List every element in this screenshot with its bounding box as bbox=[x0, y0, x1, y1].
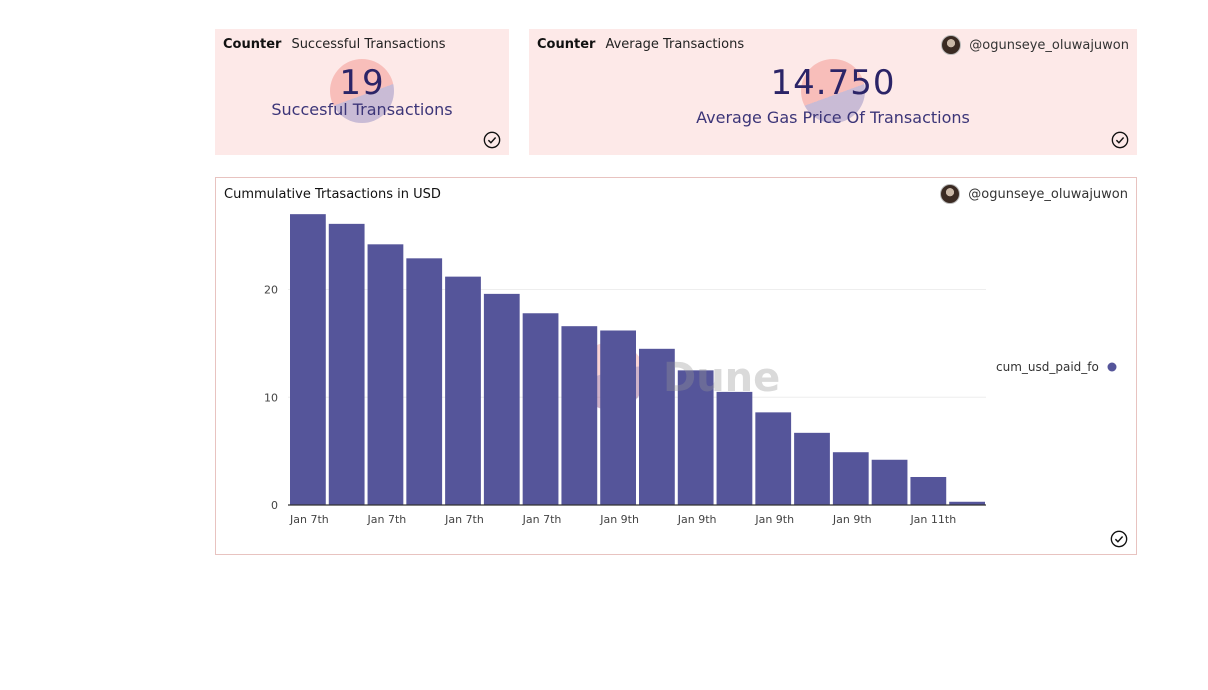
card-header: Counter Average Transactions bbox=[537, 37, 744, 52]
legend-label[interactable]: cum_usd_paid_fo bbox=[996, 360, 1099, 374]
card-header: Counter Successful Transactions bbox=[223, 37, 445, 52]
author-name: @ogunseye_oluwajuwon bbox=[969, 37, 1129, 53]
counter-card-average: Counter Average Transactions @ogunseye_o… bbox=[529, 29, 1137, 155]
bar[interactable] bbox=[522, 313, 559, 505]
axes: 0 10 20 Jan 7th Jan 7th Jan 7th Jan 7th Jan 9th… bbox=[264, 284, 986, 526]
bar[interactable] bbox=[483, 293, 520, 505]
counter-label: Succesful Transactions bbox=[271, 100, 453, 119]
x-tick-label: Jan 9th bbox=[677, 513, 717, 526]
x-tick-label: Jan 7th bbox=[444, 513, 484, 526]
bar[interactable] bbox=[910, 476, 947, 505]
bar[interactable] bbox=[677, 370, 714, 505]
legend[interactable]: cum_usd_paid_fo bbox=[996, 360, 1117, 374]
bar[interactable] bbox=[794, 432, 830, 505]
check-circle-icon[interactable] bbox=[1111, 131, 1129, 149]
bar[interactable] bbox=[328, 223, 365, 505]
card-title[interactable]: Successful Transactions bbox=[291, 37, 446, 52]
dune-watermark-icon bbox=[801, 59, 865, 123]
x-tick-label: Jan 9th bbox=[599, 513, 639, 526]
counter-card-successful: Counter Successful Transactions 19 Succe… bbox=[215, 29, 509, 155]
card-type-label: Counter bbox=[223, 37, 282, 52]
bar[interactable] bbox=[755, 412, 792, 505]
x-tick-label: Jan 11th bbox=[909, 513, 956, 526]
y-tick-label: 0 bbox=[271, 499, 278, 512]
bar[interactable] bbox=[949, 501, 985, 505]
avatar bbox=[940, 184, 961, 204]
author-link[interactable]: @ogunseye_oluwajuwon bbox=[941, 35, 1129, 55]
bar-chart: Dune 0 10 20 Jan 7th Jan 7th Jan 7th Jan 7th Ja… bbox=[264, 214, 1117, 526]
bar-series: Dune bbox=[290, 214, 985, 505]
bar[interactable] bbox=[871, 459, 908, 505]
author-link[interactable]: @ogunseye_oluwajuwon bbox=[940, 184, 1128, 204]
bar[interactable] bbox=[832, 452, 869, 505]
dune-watermark-icon bbox=[330, 59, 394, 123]
author-name: @ogunseye_oluwajuwon bbox=[968, 186, 1128, 202]
bar[interactable] bbox=[290, 214, 326, 505]
bar[interactable] bbox=[600, 330, 636, 505]
check-circle-icon[interactable] bbox=[483, 131, 501, 149]
chart-title[interactable]: Cummulative Trtasactions in USD bbox=[224, 187, 441, 202]
y-tick-label: 10 bbox=[264, 391, 278, 404]
counter-label: Average Gas Price Of Transactions bbox=[696, 108, 970, 127]
bar[interactable] bbox=[445, 276, 481, 505]
card-title[interactable]: Average Transactions bbox=[605, 37, 745, 52]
chart-card: Cummulative Trtasactions in USD @ogunsey… bbox=[215, 177, 1137, 555]
bar[interactable] bbox=[367, 244, 404, 505]
x-tick-label: Jan 7th bbox=[522, 513, 562, 526]
check-circle-icon[interactable] bbox=[1110, 530, 1128, 548]
avatar bbox=[941, 35, 962, 55]
x-tick-label: Jan 7th bbox=[367, 513, 407, 526]
x-tick-label: Jan 7th bbox=[289, 513, 329, 526]
bar[interactable] bbox=[406, 258, 443, 505]
card-type-label: Counter bbox=[537, 37, 596, 52]
legend-marker[interactable] bbox=[1107, 362, 1117, 372]
counter-value: 19 bbox=[339, 63, 385, 103]
x-tick-label: Jan 9th bbox=[754, 513, 794, 526]
bar[interactable] bbox=[639, 348, 675, 505]
x-tick-label: Jan 9th bbox=[832, 513, 872, 526]
dune-watermark-text: Dune bbox=[663, 355, 780, 401]
bar[interactable] bbox=[561, 326, 598, 505]
bar[interactable] bbox=[716, 391, 753, 505]
y-tick-label: 20 bbox=[264, 284, 278, 297]
counter-value: 14.750 bbox=[770, 63, 896, 103]
